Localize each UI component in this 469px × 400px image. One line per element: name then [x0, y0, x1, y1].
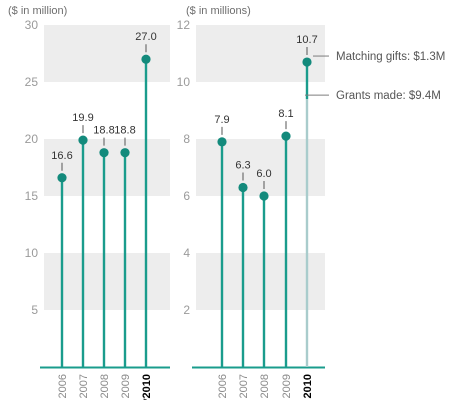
grid-band: [44, 139, 170, 196]
y-tick-label: 30: [25, 18, 39, 32]
grid-band: [196, 139, 325, 196]
y-tick-label: 12: [177, 18, 191, 32]
unit-label: ($ in millions): [186, 5, 251, 17]
data-point: [259, 191, 269, 201]
value-label: 19.9: [72, 112, 93, 124]
y-tick-label: 15: [25, 189, 39, 203]
x-tick-label: 2006: [57, 374, 69, 398]
chart-panel-right: ($ in millions) 2 4 6 8 10 12 7.9 2006 6.3 2007 6.0…: [177, 5, 446, 398]
value-label: 6.3: [235, 159, 250, 171]
data-point: [78, 135, 88, 145]
y-tick-label: 2: [183, 303, 190, 317]
data-point: [281, 131, 291, 141]
value-label: 10.7: [296, 34, 317, 46]
data-point: [120, 148, 130, 158]
value-label: 27.0: [135, 31, 156, 43]
y-tick-label: 5: [31, 303, 38, 317]
x-tick-label: 2009: [120, 374, 132, 398]
x-tick-label: 2010: [302, 374, 314, 398]
grid-band: [44, 253, 170, 310]
y-tick-label: 10: [177, 75, 191, 89]
x-tick-label: 2008: [99, 374, 111, 398]
value-label: 18.8: [114, 125, 135, 137]
value-label: 18.8: [93, 125, 114, 137]
annotation-grants-made: Grants made: $9.4M: [336, 90, 441, 102]
annotation-matching-gifts: Matching gifts: $1.3M: [336, 51, 445, 63]
y-tick-label: 25: [25, 75, 39, 89]
grid-band: [196, 253, 325, 310]
x-tick-label: 2007: [238, 374, 250, 398]
value-label: 6.0: [256, 168, 271, 180]
data-point: [238, 182, 248, 193]
value-label: 7.9: [214, 114, 229, 126]
unit-label: ($ in million): [8, 5, 67, 17]
data-point: [217, 137, 227, 147]
x-tick-label: *2010: [141, 374, 153, 400]
data-point: [57, 173, 67, 183]
y-tick-label: 10: [25, 246, 39, 260]
chart-panel-left: ($ in million) 5 10 15 20 25 30 16.6 2006 19.9 200…: [8, 5, 170, 400]
x-tick-label: 2008: [259, 374, 271, 398]
x-tick-label: 2009: [281, 374, 293, 398]
grid-band: [196, 25, 325, 82]
data-point: [99, 148, 109, 158]
value-label: 16.6: [51, 150, 72, 162]
x-tick-label: 2007: [78, 374, 90, 398]
y-tick-label: 4: [183, 246, 190, 260]
value-label: 8.1: [278, 108, 293, 120]
data-point: [141, 54, 151, 64]
data-point: [302, 57, 312, 67]
y-tick-label: 8: [183, 132, 190, 146]
x-tick-label: 2006: [217, 374, 229, 398]
y-tick-label: 6: [183, 189, 190, 203]
y-tick-label: 20: [25, 132, 39, 146]
grid-band: [44, 25, 170, 82]
